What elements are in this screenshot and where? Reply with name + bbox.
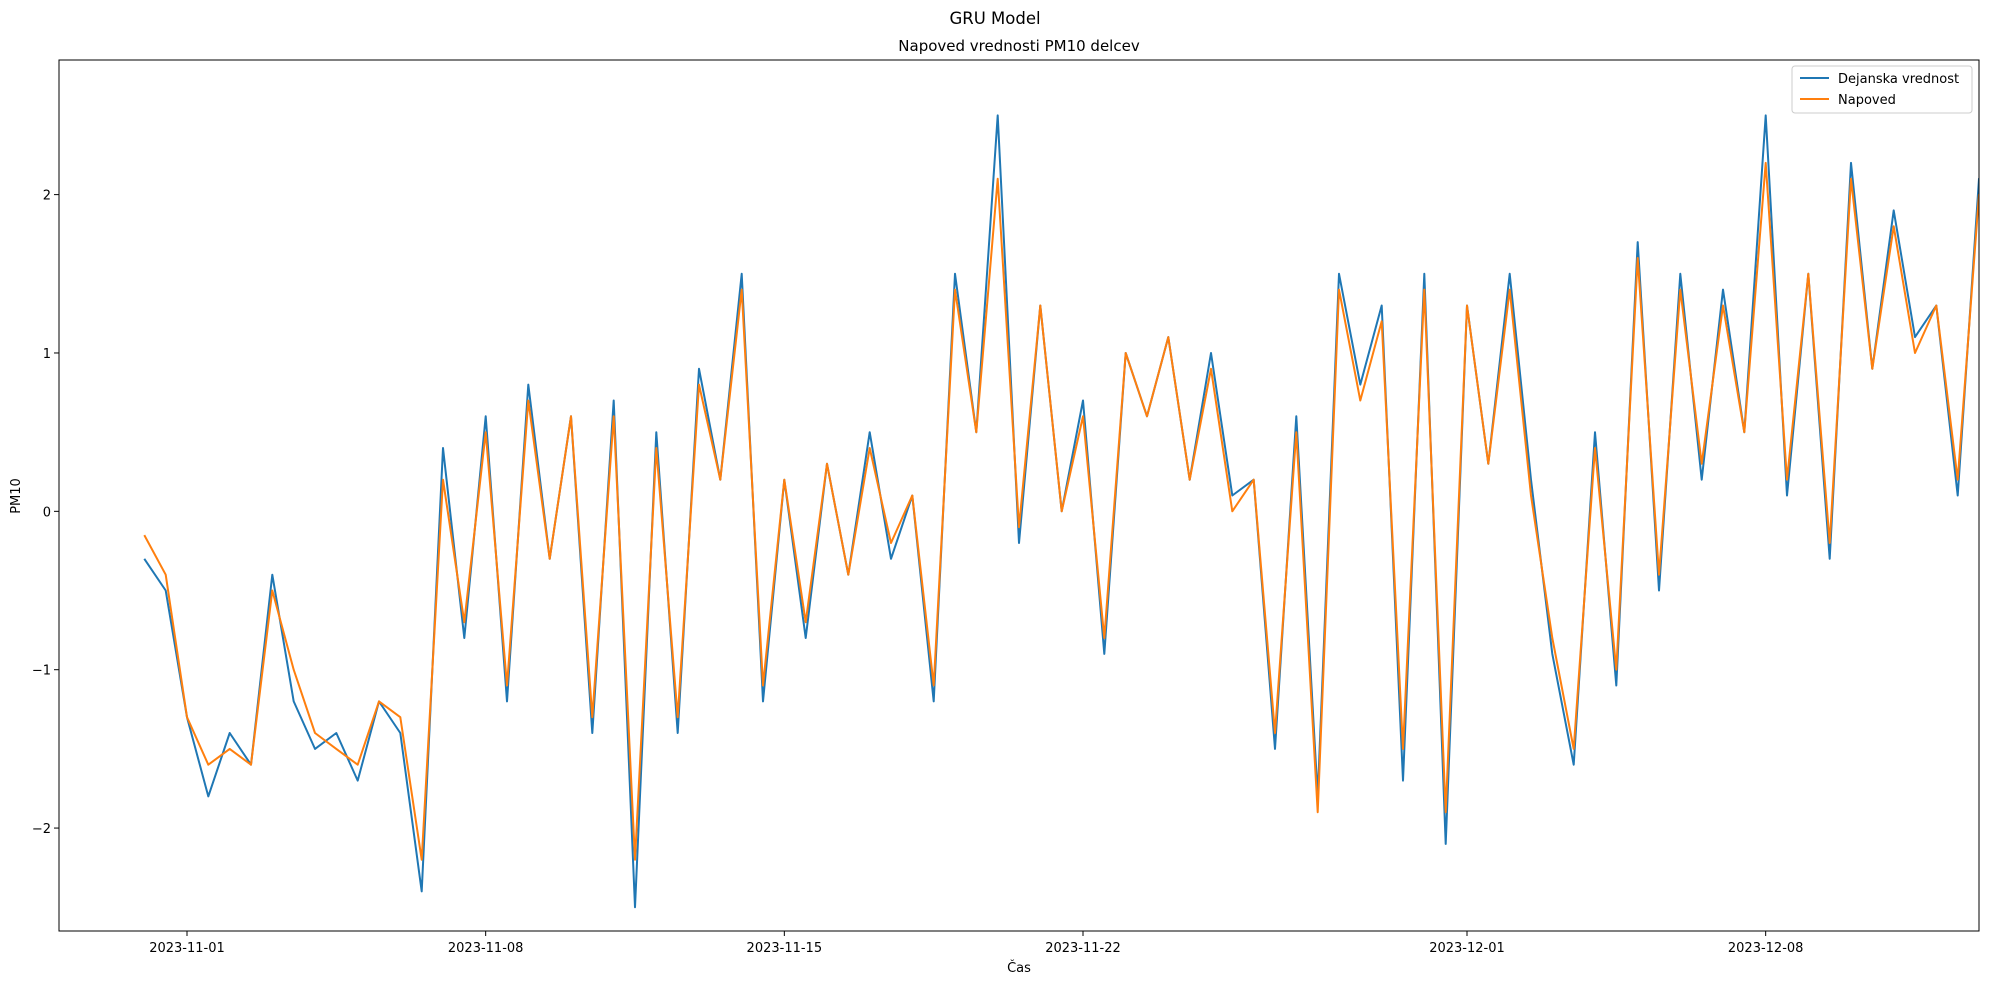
x-tick-label: 2023-12-08: [1728, 941, 1804, 956]
chart-title: Napoved vrednosti PM10 delcev: [898, 37, 1140, 55]
plot-area: [58, 59, 1980, 932]
y-axis-label: PM10: [9, 478, 24, 514]
x-tick-label: 2023-11-01: [149, 941, 225, 956]
x-tick-label: 2023-11-08: [448, 941, 524, 956]
y-tick-label: −2: [32, 822, 51, 837]
x-tick-label: 2023-11-22: [1045, 941, 1121, 956]
legend-label-napoved: Napoved: [1838, 93, 1896, 108]
legend-frame: [1791, 65, 1973, 114]
x-tick-label: 2023-12-01: [1429, 941, 1505, 956]
x-axis-label: Čas: [1007, 960, 1031, 976]
x-axis-ticks: 2023-11-01 2023-11-08 2023-11-15 2023-11-22…: [149, 931, 1803, 956]
y-tick-label: 1: [43, 347, 51, 362]
chart-suptitle: GRU Model: [949, 9, 1040, 28]
series-line-napoved: [143, 161, 1979, 861]
y-tick-label: −1: [32, 664, 51, 679]
plot-frame: [58, 59, 1980, 932]
y-axis-ticks: −2 −1 0 1 2: [32, 189, 59, 837]
series-layer: [143, 114, 1979, 909]
y-tick-label: 2: [43, 189, 51, 204]
legend-label-dejanska-vrednost: Dejanska vrednost: [1838, 72, 1959, 87]
y-tick-label: 0: [43, 505, 51, 520]
x-tick-label: 2023-11-15: [747, 941, 823, 956]
legend: Dejanska vrednost Napoved: [1791, 65, 1973, 114]
